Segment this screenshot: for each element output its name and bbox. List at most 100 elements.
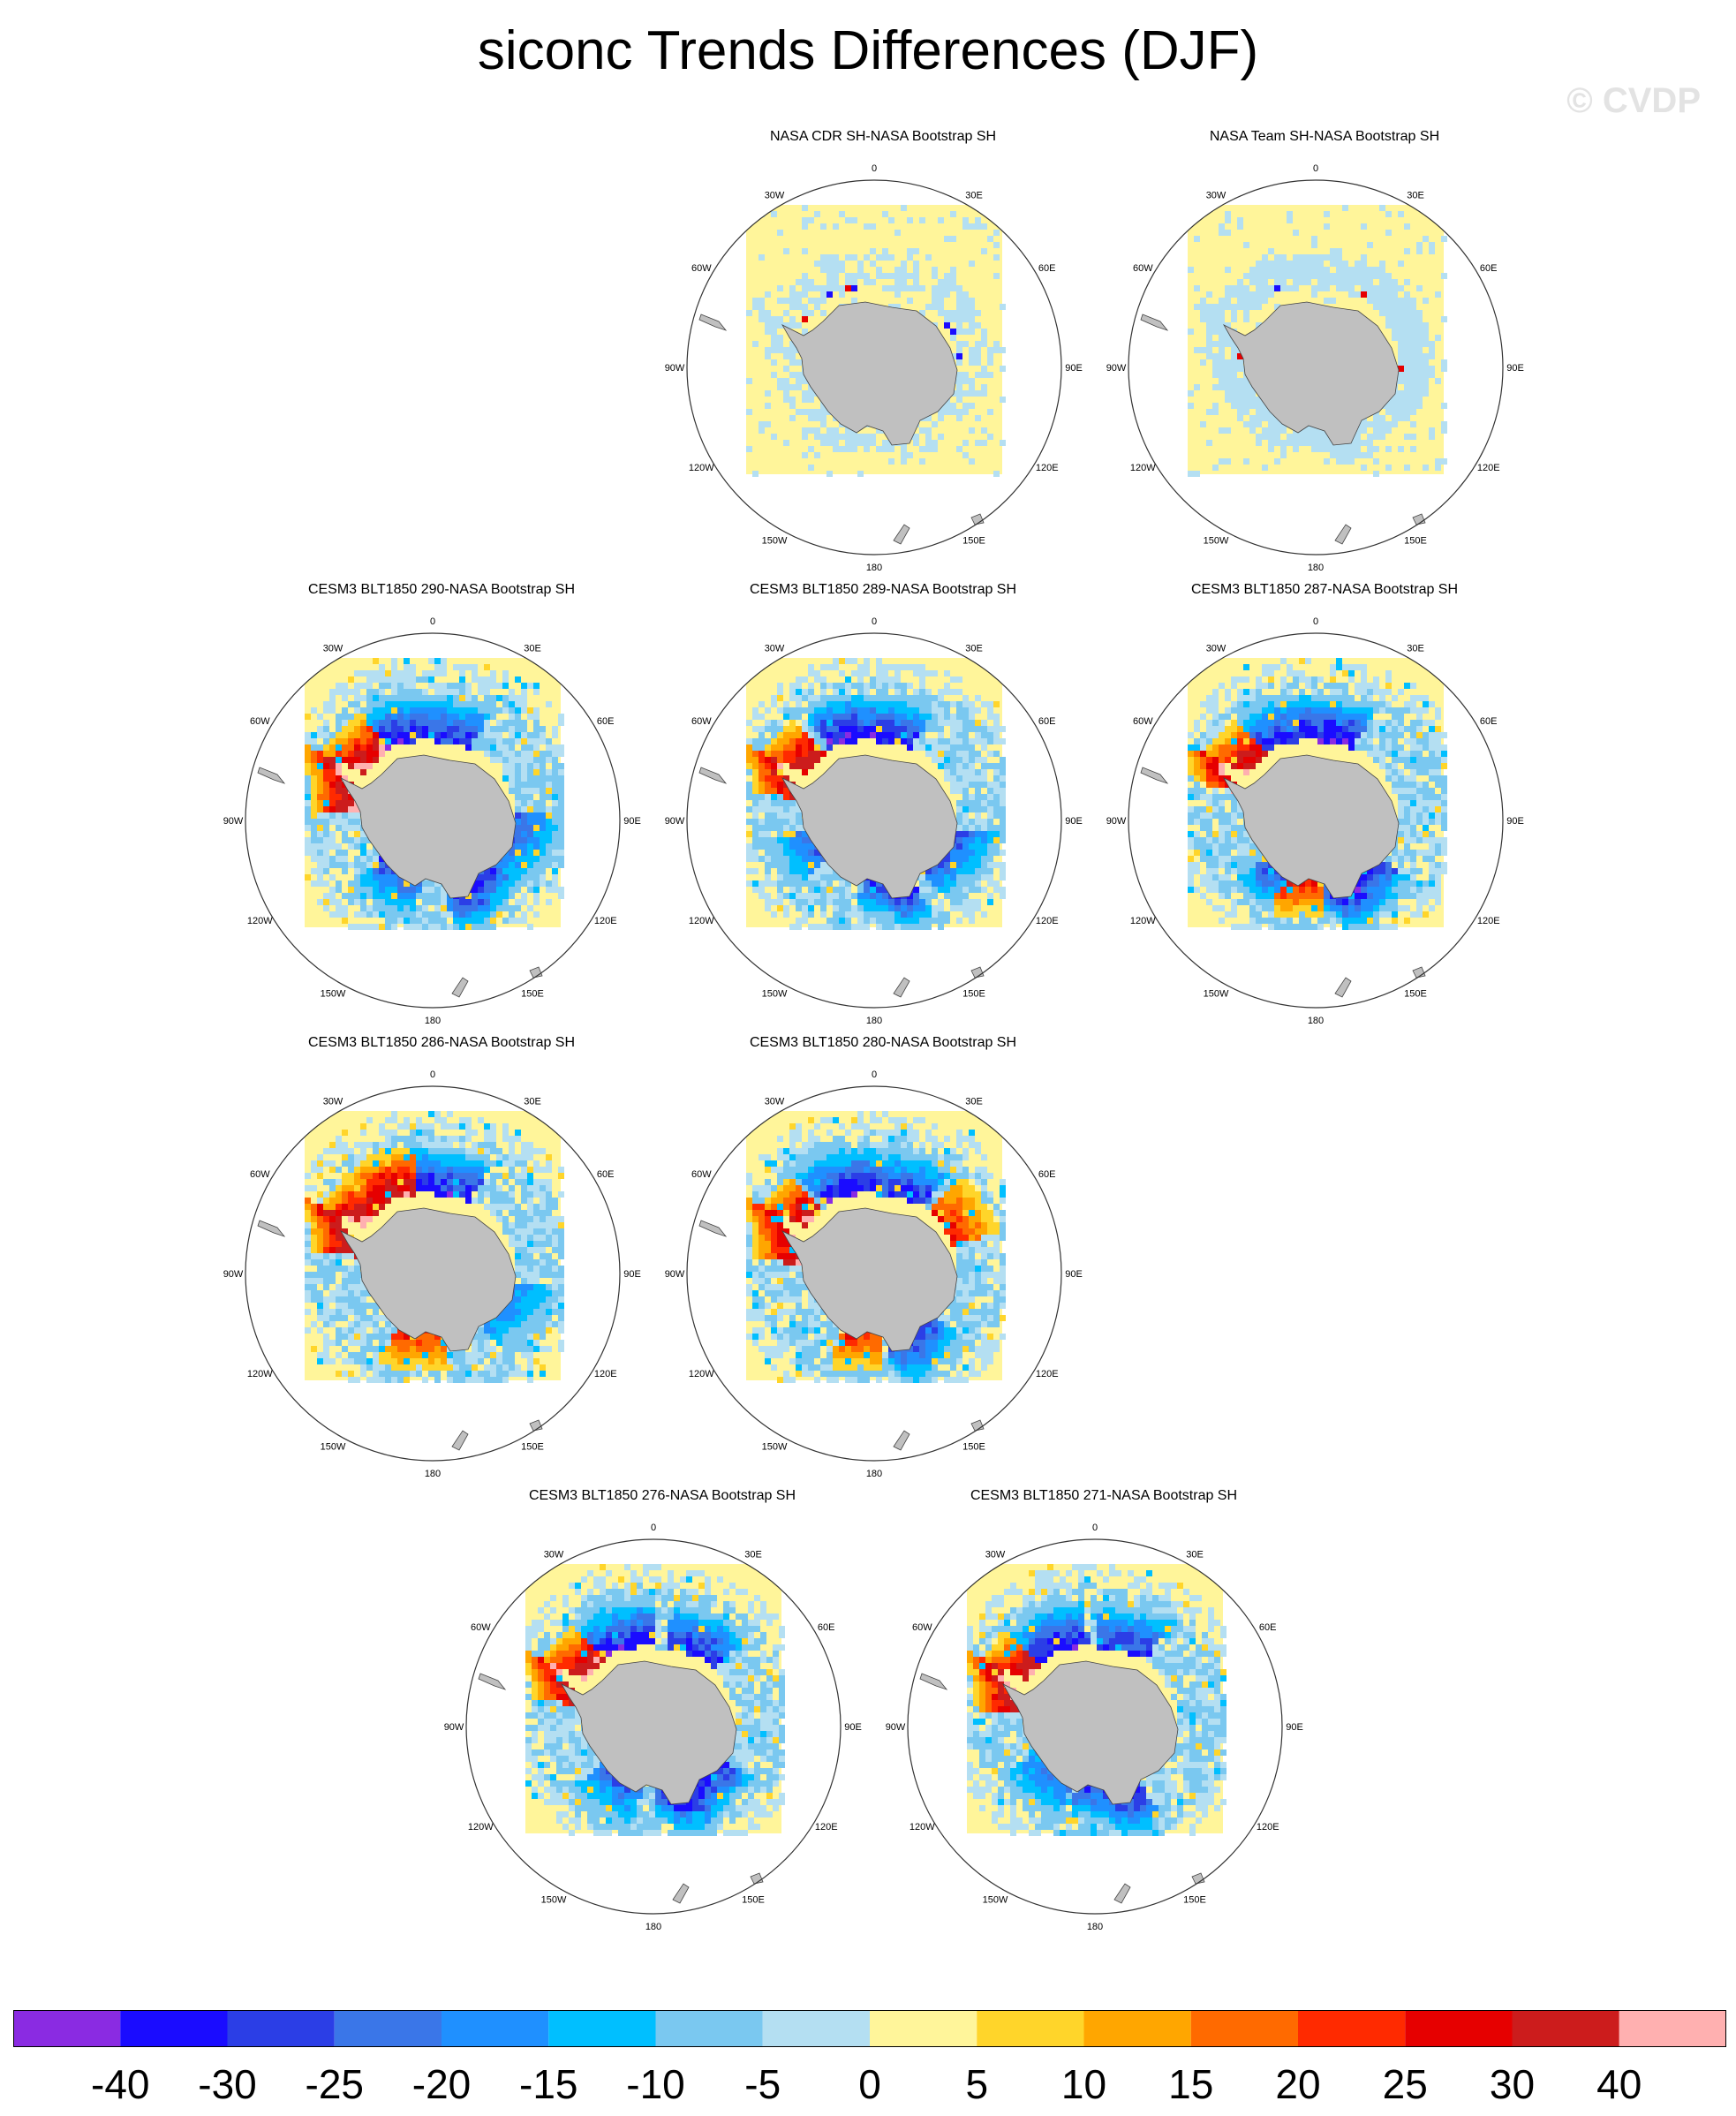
longitude-label: 120W (1130, 916, 1156, 926)
longitude-label: 90E (623, 1269, 641, 1280)
longitude-label: 150W (983, 1895, 1008, 1906)
colorbar-segment (1619, 2010, 1726, 2047)
longitude-label: 150E (1183, 1895, 1206, 1906)
longitude-label: 120W (910, 1822, 935, 1833)
colorbar-tick-label: 15 (1168, 2061, 1213, 2107)
longitude-label: 30E (1407, 190, 1424, 200)
longitude-label: 150E (1404, 536, 1427, 547)
colorbar-segment (442, 2010, 549, 2047)
longitude-label: 90W (886, 1722, 906, 1733)
longitude-label: 60W (250, 716, 270, 727)
longitude-label: 120E (1036, 916, 1059, 926)
longitude-label: 120W (689, 463, 714, 473)
map-panel: CESM3 BLT1850 290-NASA Bootstrap SH 0 30E 6… (221, 582, 662, 1034)
map-boundary (686, 632, 1062, 1009)
colorbar-segment (1190, 2010, 1298, 2047)
longitude-label: 90E (1506, 816, 1524, 827)
new-zealand-landmass (1334, 977, 1352, 998)
polar-map: 0 30E 60E 90E 120E 150E 180 150W 120W 90W 60W 30W (223, 616, 641, 1026)
longitude-label: 120E (1257, 1822, 1279, 1833)
longitude-label: 90E (1286, 1722, 1303, 1733)
longitude-label: 30E (965, 643, 983, 654)
panel-title: CESM3 BLT1850 287-NASA Bootstrap SH (1190, 582, 1459, 597)
colorbar-tick-label: 10 (1061, 2061, 1106, 2107)
colorbar-segment (120, 2010, 228, 2047)
polar-map: 0 30E 60E 90E 120E 150E 180 150W 120W 90W 60W 30W (223, 1069, 641, 1479)
longitude-label: 120E (594, 1369, 617, 1379)
south-america-landmass (257, 1220, 286, 1237)
south-america-landmass (698, 1220, 728, 1237)
colorbar-segment (1405, 2010, 1513, 2047)
new-zealand-landmass (893, 977, 910, 998)
map-panel: CESM3 BLT1850 271-NASA Bootstrap SH 0 30E 6… (883, 1488, 1325, 1940)
panel-title: NASA Team SH-NASA Bootstrap SH (1209, 129, 1440, 144)
longitude-label: 90E (1065, 1269, 1083, 1280)
longitude-label: 180 (866, 1469, 882, 1479)
map-boundary (245, 1085, 621, 1462)
polar-map: 0 30E 60E 90E 120E 150E 180 150W 120W 90W 60W 30W (444, 1523, 862, 1932)
south-america-landmass (698, 314, 728, 331)
panel-title: CESM3 BLT1850 280-NASA Bootstrap SH (749, 1035, 1017, 1050)
panel-title: CESM3 BLT1850 271-NASA Bootstrap SH (970, 1488, 1238, 1503)
longitude-label: 60W (250, 1169, 270, 1180)
south-america-landmass (1140, 314, 1169, 331)
panel-title: CESM3 BLT1850 276-NASA Bootstrap SH (528, 1488, 796, 1503)
map-boundary (686, 1085, 1062, 1462)
longitude-label: 150E (962, 1442, 985, 1453)
longitude-label: 150E (742, 1895, 765, 1906)
longitude-label: 90W (1106, 363, 1127, 374)
colorbar-border (13, 2010, 1726, 2047)
colorbar-segment (870, 2010, 977, 2047)
polar-map: 0 30E 60E 90E 120E 150E 180 150W 120W 90W 60W 30W (1106, 616, 1524, 1026)
map-boundary (465, 1538, 842, 1915)
antarctica-landmass (560, 1660, 737, 1805)
longitude-label: 0 (1092, 1523, 1098, 1533)
map-boundary (686, 179, 1062, 555)
longitude-label: 90W (223, 1269, 244, 1280)
longitude-label: 30E (965, 1096, 983, 1107)
longitude-label: 30W (765, 643, 785, 654)
map-panel: CESM3 BLT1850 280-NASA Bootstrap SH 0 30E 6… (662, 1035, 1104, 1487)
longitude-label: 180 (866, 1016, 882, 1026)
polar-map: 0 30E 60E 90E 120E 150E 180 150W 120W 90W 60W 30W (665, 1069, 1083, 1479)
longitude-label: 120E (1477, 916, 1500, 926)
longitude-label: 150E (1404, 989, 1427, 1000)
longitude-label: 60E (1480, 716, 1498, 727)
colorbar-segment (1298, 2010, 1406, 2047)
longitude-label: 0 (1313, 616, 1318, 627)
new-zealand-landmass (451, 977, 469, 998)
antarctica-landmass (1222, 754, 1400, 899)
south-america-landmass (919, 1673, 948, 1690)
new-zealand-landmass (1334, 524, 1352, 545)
map-panel: CESM3 BLT1850 276-NASA Bootstrap SH 0 30E 6… (442, 1488, 883, 1940)
longitude-label: 120E (1036, 463, 1059, 473)
longitude-label: 150W (762, 536, 788, 547)
watermark: © CVDP (1566, 81, 1701, 120)
longitude-label: 60E (1480, 263, 1498, 274)
colorbar-segment (977, 2010, 1084, 2047)
longitude-label: 180 (645, 1922, 661, 1932)
longitude-label: 60W (471, 1622, 491, 1633)
longitude-label: 120W (689, 916, 714, 926)
colorbar-segment (548, 2010, 656, 2047)
page-title: siconc Trends Differences (DJF) (477, 20, 1259, 81)
longitude-label: 180 (866, 563, 882, 573)
longitude-label: 60E (1259, 1622, 1277, 1633)
longitude-label: 60E (597, 716, 615, 727)
colorbar-segment (334, 2010, 442, 2047)
new-zealand-landmass (1113, 1883, 1131, 1904)
antarctica-landmass (339, 754, 517, 899)
longitude-label: 90E (623, 816, 641, 827)
colorbar-tick-label: 20 (1275, 2061, 1320, 2107)
longitude-label: 30W (323, 643, 343, 654)
longitude-label: 30E (1407, 643, 1424, 654)
longitude-label: 120E (594, 916, 617, 926)
longitude-label: 60W (1133, 716, 1153, 727)
longitude-label: 90W (665, 363, 685, 374)
map-panel: NASA CDR SH-NASA Bootstrap SH 0 30E 60E 90E 1… (662, 129, 1104, 581)
colorbar-segment (227, 2010, 335, 2047)
longitude-label: 120W (247, 1369, 273, 1379)
longitude-label: 60W (912, 1622, 932, 1633)
new-zealand-landmass (451, 1430, 469, 1451)
longitude-label: 30W (544, 1549, 564, 1560)
